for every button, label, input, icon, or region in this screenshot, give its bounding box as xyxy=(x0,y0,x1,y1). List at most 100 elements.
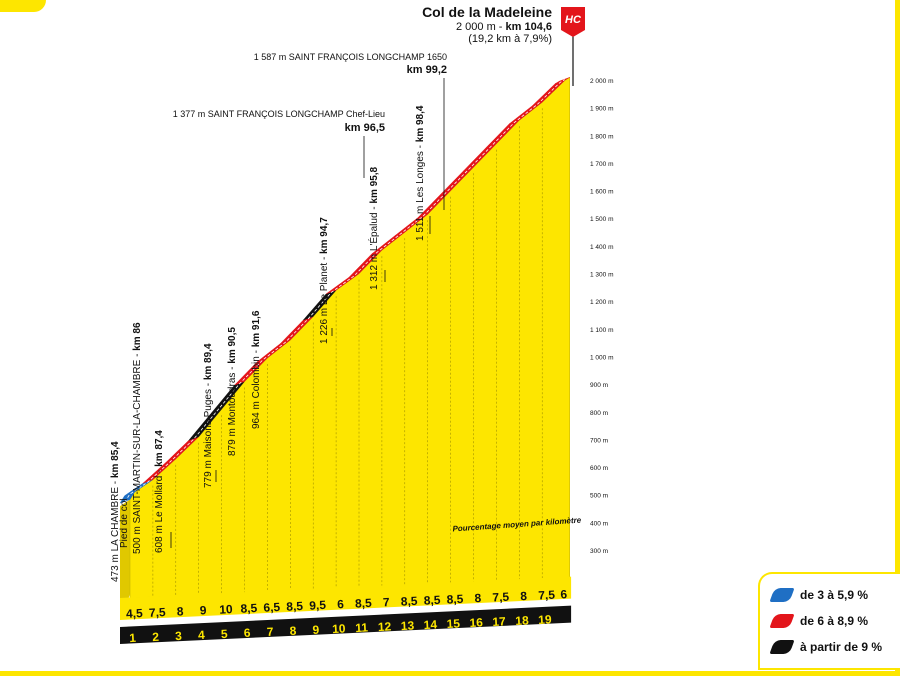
km-label: 2 xyxy=(152,630,160,644)
km-label: 10 xyxy=(332,621,346,636)
gradient-label: 8,5 xyxy=(286,599,304,614)
altitude-tick-label: 1 600 m xyxy=(590,189,614,196)
summit-stats: (19,2 km à 7,9%) xyxy=(468,33,552,45)
gradient-label: 6,5 xyxy=(263,600,281,615)
gradient-label: 7 xyxy=(383,595,391,609)
legend-label-moderate: de 3 à 5,9 % xyxy=(800,588,869,602)
gradient-label: 6 xyxy=(337,597,345,611)
waypoint-label: 608 m Le Mollard - km 87,4 xyxy=(154,430,165,553)
waypoint-km: km 98,4 xyxy=(415,105,426,142)
gradient-label: 4,5 xyxy=(126,606,144,621)
altitude-tick-label: 400 m xyxy=(590,520,608,527)
altitude-tick-label: 300 m xyxy=(590,548,608,555)
climb-title: Col de la Madeleine xyxy=(422,4,552,20)
altitude-tick-label: 1 500 m xyxy=(590,216,614,223)
waypoint-name: 879 m Montoudras - xyxy=(227,364,238,456)
km-label: 5 xyxy=(221,627,229,641)
waypoint-km: km 90,5 xyxy=(227,327,238,364)
legend-item-moderate: de 3 à 5,9 % xyxy=(769,585,869,605)
altitude-tick-label: 500 m xyxy=(590,493,608,500)
altitude-tick-label: 2 000 m xyxy=(590,78,614,85)
waypoint-label: Pied de col xyxy=(119,499,130,548)
legend-label-steep: de 6 à 8,9 % xyxy=(800,614,869,628)
gradient-label: 8,5 xyxy=(446,592,464,607)
waypoint-km: km 86 xyxy=(132,322,143,351)
waypoint-name: 1 312 m L'Épalud - xyxy=(367,204,380,290)
km-label: 19 xyxy=(538,612,552,627)
frame-border-right xyxy=(895,0,900,676)
altitude-tick-label: 1 400 m xyxy=(590,244,614,251)
legend-item-steep: de 6 à 8,9 % xyxy=(769,611,869,631)
waypoint-name: 473 m LA CHAMBRE - xyxy=(110,478,121,582)
waypoint-label: 779 m Maisons Puges - km 89,4 xyxy=(203,343,214,488)
gradient-label: 7,5 xyxy=(149,605,167,620)
altitude-tick-label: 1 800 m xyxy=(590,133,614,140)
altitude-tick-label: 900 m xyxy=(590,382,608,389)
waypoint-km: km 87,4 xyxy=(154,430,165,467)
waypoint-name: Pied de col xyxy=(119,499,130,548)
legend-item-very-steep: à partir de 9 % xyxy=(769,637,883,657)
altitude-tick-label: 1 100 m xyxy=(590,327,614,334)
waypoint-saint-francois-chef-lieu-km: km 96,5 xyxy=(345,122,385,134)
km-band xyxy=(120,605,572,644)
km-label: 8 xyxy=(289,624,297,638)
hc-category-badge: HC xyxy=(565,14,582,26)
legend-swatch-red xyxy=(769,614,795,628)
summit-altitude-label: 2 000 m - km 104,6 xyxy=(456,21,552,33)
gradient-label: 8 xyxy=(474,591,482,605)
waypoint-name: 1 226 m Le Planet - xyxy=(319,254,330,344)
gradient-label: 8,5 xyxy=(400,594,418,609)
frame-border-bottom xyxy=(0,671,900,676)
gradient-label: 7,5 xyxy=(538,588,556,603)
waypoint-label: 964 m Colombin - km 91,6 xyxy=(251,310,262,429)
gradient-band xyxy=(120,576,572,620)
altitude-tick-label: 1 300 m xyxy=(590,272,614,279)
waypoint-km: km 94,7 xyxy=(319,217,330,254)
altitude-tick-label: 1 000 m xyxy=(590,354,614,361)
legend-label-very-steep: à partir de 9 % xyxy=(800,640,883,654)
altitude-tick-label: 600 m xyxy=(590,465,608,472)
waypoint-km: km 85,4 xyxy=(110,441,121,478)
legend-swatch-black xyxy=(769,640,795,654)
road-centre-line xyxy=(124,79,565,503)
waypoint-name: 1 511 m Les Longes - xyxy=(415,142,426,241)
gradient-label: 8 xyxy=(176,604,184,618)
waypoint-km: km 89,4 xyxy=(203,343,214,380)
km-label: 16 xyxy=(469,615,483,630)
waypoint-label: 1 226 m Le Planet - km 94,7 xyxy=(319,217,330,344)
legend-swatch-blue xyxy=(769,588,795,602)
waypoint-saint-francois-chef-lieu: 1 377 m SAINT FRANÇOIS LONGCHAMP Chef-Li… xyxy=(173,109,385,119)
altitude-tick-label: 700 m xyxy=(590,437,608,444)
waypoint-km: km 95,8 xyxy=(369,166,380,203)
km-label: 4 xyxy=(198,628,206,642)
waypoint-name: 500 m SAINT-MARTIN-SUR-LA-CHAMBRE - xyxy=(132,351,143,554)
km-label: 13 xyxy=(400,618,414,633)
altitude-tick-label: 800 m xyxy=(590,410,608,417)
altitude-tick-label: 1 700 m xyxy=(590,161,614,168)
waypoint-km: km 91,6 xyxy=(251,310,262,347)
km-label: 3 xyxy=(175,629,183,643)
waypoint-name: 608 m Le Mollard - xyxy=(154,467,165,553)
profile-area xyxy=(129,76,570,599)
gradient-legend: de 3 à 5,9 % de 6 à 8,9 % à partir de 9 … xyxy=(758,572,900,670)
waypoint-label: 879 m Montoudras - km 90,5 xyxy=(227,327,238,456)
gradient-label: 6 xyxy=(560,587,568,601)
km-label: 1 xyxy=(129,631,137,645)
gradient-segment-20 xyxy=(554,77,570,84)
km-label: 11 xyxy=(355,620,369,635)
gradient-label: 8,5 xyxy=(240,601,258,616)
waypoint-name: 779 m Maisons Puges - xyxy=(203,380,214,488)
corner-tab xyxy=(0,0,46,12)
gradient-label: 9,5 xyxy=(309,598,327,613)
gradient-label: 9 xyxy=(199,603,207,617)
profile-side-face xyxy=(120,499,130,620)
altitude-tick-label: 1 200 m xyxy=(590,299,614,306)
km-label: 9 xyxy=(312,623,320,637)
gradient-label: 7,5 xyxy=(492,590,510,605)
waypoint-label: 1 312 m L'Épalud - km 95,8 xyxy=(367,166,380,290)
gradient-label: 10 xyxy=(219,602,233,617)
gradient-label: 8 xyxy=(520,589,528,603)
gradient-label: 8,5 xyxy=(423,593,441,608)
hc-category-flag xyxy=(561,7,585,37)
